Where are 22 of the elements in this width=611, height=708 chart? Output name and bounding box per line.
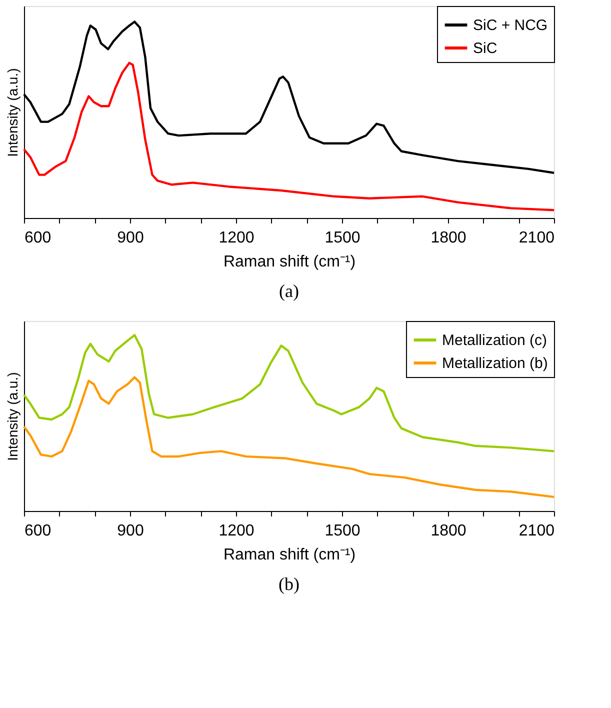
x-tick-label: 600 <box>24 522 52 540</box>
x-axis-title: Raman shift (cm⁻¹) <box>223 546 356 564</box>
x-tick-label: 600 <box>24 230 52 246</box>
x-tick-label: 1800 <box>430 522 466 540</box>
legend-label: SiC + NCG <box>473 17 548 34</box>
y-axis-title: Intensity (a.u.) <box>4 372 20 461</box>
legend-label: Metallization (b) <box>442 355 548 372</box>
x-tick-label: 1500 <box>324 522 360 540</box>
legend-label: SiC <box>473 40 498 57</box>
x-tick-label: 1500 <box>324 230 360 246</box>
x-tick-label: 2100 <box>518 522 555 540</box>
text: (a) <box>279 281 299 301</box>
text: (b) <box>278 574 300 594</box>
y-axis-title: Intensity (a.u.) <box>4 68 20 157</box>
x-axis-title: Raman shift (cm⁻¹) <box>223 254 356 270</box>
x-tick-label: 1800 <box>430 230 466 246</box>
x-tick-label: 900 <box>117 522 144 540</box>
x-tick-label: 1200 <box>218 230 254 246</box>
legend-label: Metallization (c) <box>442 332 548 349</box>
x-tick-label: 900 <box>117 230 144 246</box>
x-tick-label: 2100 <box>518 230 555 246</box>
x-tick-label: 1200 <box>218 522 254 540</box>
